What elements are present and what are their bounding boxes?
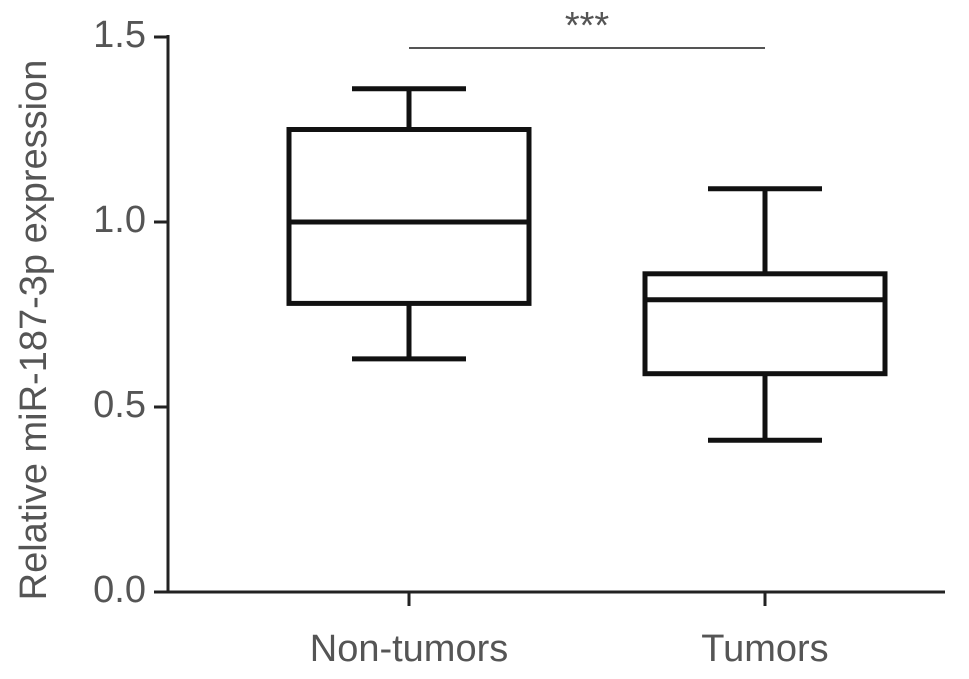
box: [642, 271, 888, 377]
y-tick-label: 0.0: [93, 569, 146, 611]
box: [286, 127, 532, 306]
y-tick-label: 1.5: [93, 14, 146, 56]
significance-label: ***: [565, 5, 610, 47]
y-tick-label: 1.0: [93, 199, 146, 241]
y-tick-label: 0.5: [93, 384, 146, 426]
x-tick-label: Non-tumors: [310, 628, 509, 670]
y-axis-label: Relative miR-187-3p expression: [13, 60, 55, 601]
x-tick-label: Tumors: [701, 628, 828, 670]
